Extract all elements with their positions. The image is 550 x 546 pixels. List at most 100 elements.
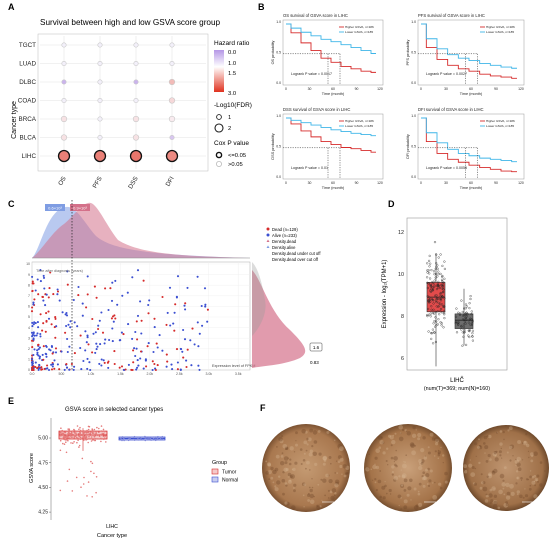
normal-point — [466, 313, 469, 316]
legend-normal: Normal — [222, 478, 238, 484]
ihc-speck-2 — [483, 435, 488, 440]
ihc-speck-2 — [499, 442, 503, 446]
e-tumor-point — [98, 427, 100, 430]
km-frame-0 — [282, 19, 384, 86]
ihc-speck-1 — [435, 442, 439, 446]
point-dead — [122, 333, 125, 336]
ihc-speck-2 — [468, 463, 473, 468]
point-alive — [139, 357, 142, 360]
ihc-speck-0 — [322, 462, 326, 466]
point-alive — [100, 364, 103, 367]
e-normal-point — [119, 438, 122, 440]
normal-point — [458, 312, 462, 315]
point-alive — [175, 295, 178, 298]
e-normal-point — [159, 437, 162, 440]
e-tumor-point — [101, 434, 103, 436]
tumor-point — [435, 262, 438, 265]
legend-tumor-swatch — [211, 468, 219, 475]
normal-point — [460, 324, 463, 327]
value-label-2: 0.83 — [310, 360, 319, 365]
point-alive — [112, 320, 115, 323]
e-tumor-point — [93, 472, 95, 475]
ihc-speck-2 — [493, 451, 497, 455]
legend-density-under: Density.dead under cut off — [272, 251, 321, 256]
e-tumor-point — [75, 476, 78, 479]
tumor-point — [440, 284, 443, 287]
ihc-speck-1 — [401, 474, 406, 479]
normal-point — [462, 323, 465, 326]
tumor-point — [429, 277, 432, 280]
km-ylabel-2: DSS probability — [271, 133, 275, 159]
point-dead — [53, 367, 56, 370]
ihc-speck-0 — [345, 472, 348, 475]
point-alive — [161, 349, 164, 352]
fdr-size-legend: -Log10(FDR) 1 2 — [214, 102, 252, 133]
ihc-speck-2 — [488, 493, 493, 498]
ihc-speck-1 — [437, 449, 440, 452]
tumor-point — [435, 298, 438, 301]
point-alive — [79, 346, 82, 350]
normal-point — [464, 322, 467, 325]
e-tumor-point — [91, 462, 94, 465]
ihc-speck-0 — [327, 497, 330, 499]
e-tumor-point — [79, 426, 81, 429]
ihc-speck-2 — [529, 475, 532, 479]
panel-a-dot-grid: OS PFS DSS DFI TGCT LUAD DLBC COAD BRCA BLCA LIHC — [18, 33, 209, 190]
tumor-point — [441, 303, 444, 306]
dot-dlbc-dfi — [168, 78, 176, 86]
point-dead — [175, 348, 179, 351]
km-xlabel-0: Time (month) — [322, 92, 345, 96]
ihc-speck-2 — [477, 445, 481, 449]
ihc-speck-2 — [482, 486, 488, 492]
ihc-speck-0 — [282, 471, 285, 474]
tumor-point — [427, 330, 430, 333]
legend-density-over: Density.dead over cut off — [272, 257, 319, 262]
tumor-point — [434, 310, 437, 313]
tumor-point — [426, 295, 429, 298]
ihc-speck-1 — [409, 478, 413, 483]
point-alive — [31, 333, 34, 337]
point-alive — [45, 345, 48, 348]
tumor-point — [432, 286, 436, 289]
e-tumor-point — [89, 432, 92, 435]
e-tumor-point — [59, 437, 61, 440]
ihc-speck-1 — [398, 436, 404, 442]
e-tumor-point — [59, 439, 62, 442]
ihc-speck-2 — [534, 477, 539, 482]
tumor-point — [426, 281, 429, 284]
e-tumor-point — [65, 451, 68, 454]
point-alive — [30, 331, 34, 334]
ihc-speck-0 — [323, 459, 327, 462]
panel-d-group: LIHC — [450, 378, 464, 384]
tumor-point — [437, 284, 440, 287]
ihc-speck-2 — [533, 480, 536, 483]
point-alive — [86, 336, 89, 339]
ihc-speck-1 — [433, 455, 436, 457]
e-ytick-2: 4.50 — [38, 485, 48, 491]
scatter-xlabel: Expression level of FPKM — [212, 364, 255, 368]
point-alive — [39, 269, 42, 272]
ihc-speck-1 — [400, 508, 402, 510]
ihc-speck-0 — [282, 492, 285, 496]
e-tumor-point — [64, 438, 66, 441]
panel-e-ylabel: GSVA score — [29, 453, 35, 483]
normal-point — [468, 330, 471, 333]
point-alive — [136, 314, 140, 317]
e-tumor-point — [72, 442, 74, 445]
point-alive — [33, 348, 36, 351]
point-dead — [146, 345, 149, 348]
point-dead — [136, 338, 139, 341]
e-normal-point — [133, 436, 135, 439]
ihc-speck-2 — [478, 438, 480, 441]
ihc-speck-0 — [292, 467, 296, 472]
km-ylabel-3: DFI probability — [406, 134, 410, 159]
hr-tick-2: 1.5 — [228, 71, 236, 77]
normal-point — [471, 339, 474, 342]
legend-alive-dot — [266, 233, 270, 237]
legend-tumor: Tumor — [222, 470, 237, 476]
e-tumor-point — [59, 449, 62, 452]
ihc-speck-1 — [401, 484, 404, 487]
e-tumor-point — [79, 429, 82, 432]
km-pvalue-2: Logrank P value = 0.01 — [291, 166, 328, 170]
tumor-point — [428, 259, 431, 262]
